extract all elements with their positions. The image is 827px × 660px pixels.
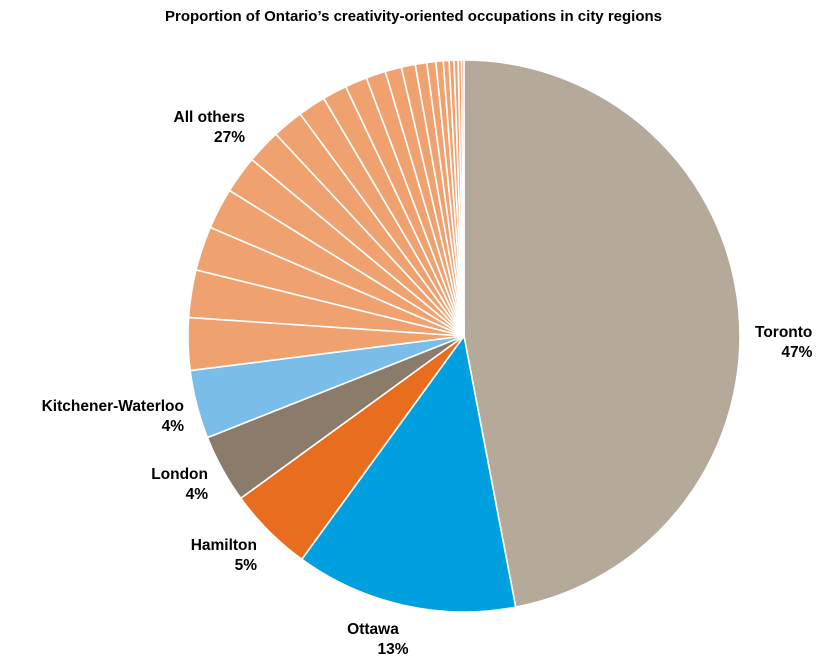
label-hamilton-value: 5% (234, 557, 257, 574)
label-ottawa: Ottawa 13% (318, 620, 428, 660)
chart-title: Proportion of Ontario’s creativity-orien… (164, 8, 662, 25)
label-hamilton: Hamilton 5% (191, 536, 257, 576)
label-toronto-name: Toronto (755, 324, 813, 341)
pie-slice-toronto (463, 59, 741, 608)
label-kitchener-waterloo: Kitchener-Waterloo 4% (42, 397, 184, 437)
label-hamilton-name: Hamilton (190, 537, 257, 554)
pie-slice-ottawa (300, 335, 517, 613)
label-london-name: London (151, 466, 208, 483)
label-toronto-value: 47% (781, 344, 813, 361)
label-london-value: 4% (185, 486, 208, 503)
label-toronto: Toronto 47% (755, 323, 812, 363)
label-ottawa-name: Ottawa (347, 621, 399, 638)
label-kitchener-waterloo-name: Kitchener-Waterloo (41, 398, 184, 415)
pie-slice-all-others-21 (460, 59, 465, 337)
label-ottawa-value: 13% (377, 641, 409, 658)
label-all-others: All others 27% (174, 108, 245, 148)
label-london: London 4% (151, 465, 208, 505)
label-kitchener-waterloo-value: 4% (161, 418, 184, 435)
label-all-others-value: 27% (213, 129, 245, 146)
label-all-others-name: All others (173, 109, 245, 126)
